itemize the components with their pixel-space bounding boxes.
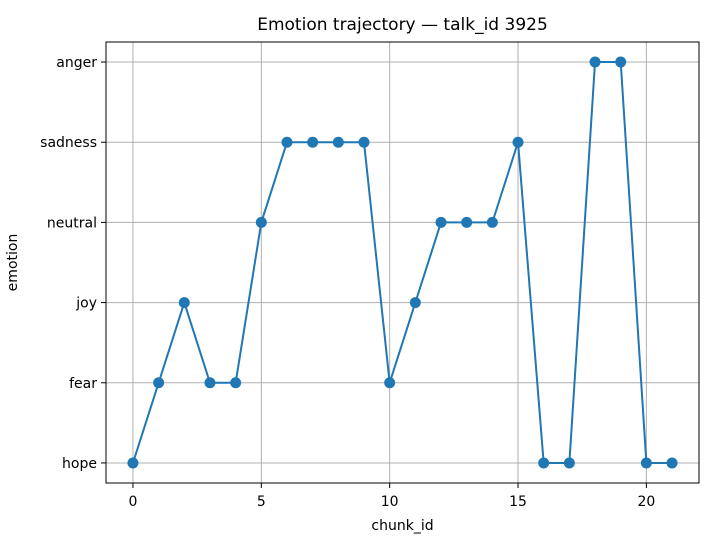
- data-point: [255, 216, 267, 228]
- data-point: [281, 136, 293, 148]
- x-tick-label: 5: [257, 494, 266, 510]
- data-point: [589, 56, 601, 68]
- y-tick-label: sadness: [40, 135, 97, 151]
- y-tick-label: fear: [69, 376, 97, 392]
- y-tick-label: anger: [56, 55, 97, 71]
- data-point: [358, 136, 370, 148]
- data-point: [666, 457, 678, 469]
- data-point: [332, 136, 344, 148]
- data-point: [538, 457, 550, 469]
- x-axis-ticks: 0 5 10 15 20: [128, 483, 655, 510]
- data-point: [486, 216, 498, 228]
- x-tick-label: 10: [381, 494, 399, 510]
- data-point: [230, 377, 242, 389]
- data-point: [153, 377, 165, 389]
- data-point: [384, 377, 396, 389]
- series-line: [132, 61, 673, 464]
- plot-frame: [105, 41, 700, 484]
- data-point: [409, 297, 421, 309]
- y-axis-label: emotion: [5, 234, 21, 292]
- data-point: [461, 216, 473, 228]
- data-point: [127, 457, 139, 469]
- data-point: [204, 377, 216, 389]
- y-tick-label: hope: [62, 456, 97, 472]
- x-axis-label: chunk_id: [371, 518, 433, 534]
- data-point: [640, 457, 652, 469]
- x-tick-label: 0: [128, 494, 137, 510]
- grid-lines: [106, 42, 699, 483]
- x-tick-label: 20: [637, 494, 655, 510]
- chart-title: Emotion trajectory — talk_id 3925: [257, 15, 548, 35]
- y-tick-label: joy: [75, 296, 97, 312]
- series-layer: [127, 56, 678, 469]
- data-point: [615, 56, 627, 68]
- data-point: [563, 457, 575, 469]
- data-point: [307, 136, 319, 148]
- y-tick-label: neutral: [47, 215, 97, 231]
- data-point: [512, 136, 524, 148]
- data-point: [435, 216, 447, 228]
- y-axis-ticks: hope fear joy neutral sadness anger: [40, 55, 106, 472]
- data-point: [178, 297, 190, 309]
- x-tick-label: 15: [509, 494, 527, 510]
